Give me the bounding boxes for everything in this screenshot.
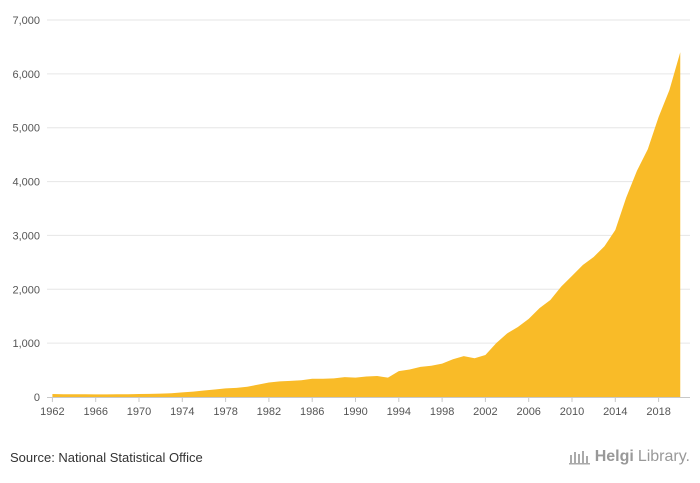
y-axis-ticks: 0 1,000 2,000 3,000 4,000 5,000 6,000 7,000 (12, 15, 40, 404)
library-icon (568, 449, 591, 465)
x-tick-label: 1978 (213, 406, 237, 418)
y-tick-label: 0 (34, 392, 40, 404)
brand-name-part1: Helgi (594, 448, 634, 465)
brand-logo: Helgi Library. (568, 448, 690, 466)
x-tick-label: 1974 (170, 406, 194, 418)
x-tick-label: 1998 (430, 406, 454, 418)
grid-lines (47, 19, 690, 344)
y-tick-label: 5,000 (12, 123, 40, 135)
x-tick-label: 1994 (387, 406, 411, 418)
x-tick-label: 2018 (646, 406, 670, 418)
y-tick-label: 7,000 (12, 15, 40, 27)
y-tick-label: 1,000 (12, 338, 40, 350)
x-tick-label: 1986 (300, 406, 324, 418)
source-note: Source: National Statistical Office (10, 450, 203, 465)
y-tick-label: 2,000 (12, 284, 40, 296)
y-tick-label: 3,000 (12, 230, 40, 242)
x-tick-label: 1982 (257, 406, 281, 418)
series-area (52, 52, 681, 398)
x-tick-label: 2002 (473, 406, 497, 418)
x-tick-label: 2006 (516, 406, 540, 418)
x-axis-ticks: 1962 1966 1970 1974 1978 1982 1986 1990 1994 1998… (40, 397, 671, 418)
x-tick-label: 1990 (343, 406, 367, 418)
x-tick-label: 2014 (603, 406, 627, 418)
area-chart: 0 1,000 2,000 3,000 4,000 5,000 6,000 7,000 196… (12, 15, 690, 418)
x-tick-label: 1962 (40, 406, 64, 418)
x-tick-label: 1966 (83, 406, 107, 418)
y-tick-label: 4,000 (12, 177, 40, 189)
x-tick-label: 2010 (560, 406, 584, 418)
x-tick-label: 1970 (127, 406, 151, 418)
y-tick-label: 6,000 (12, 69, 40, 81)
brand-name-part2: Library. (637, 448, 690, 465)
